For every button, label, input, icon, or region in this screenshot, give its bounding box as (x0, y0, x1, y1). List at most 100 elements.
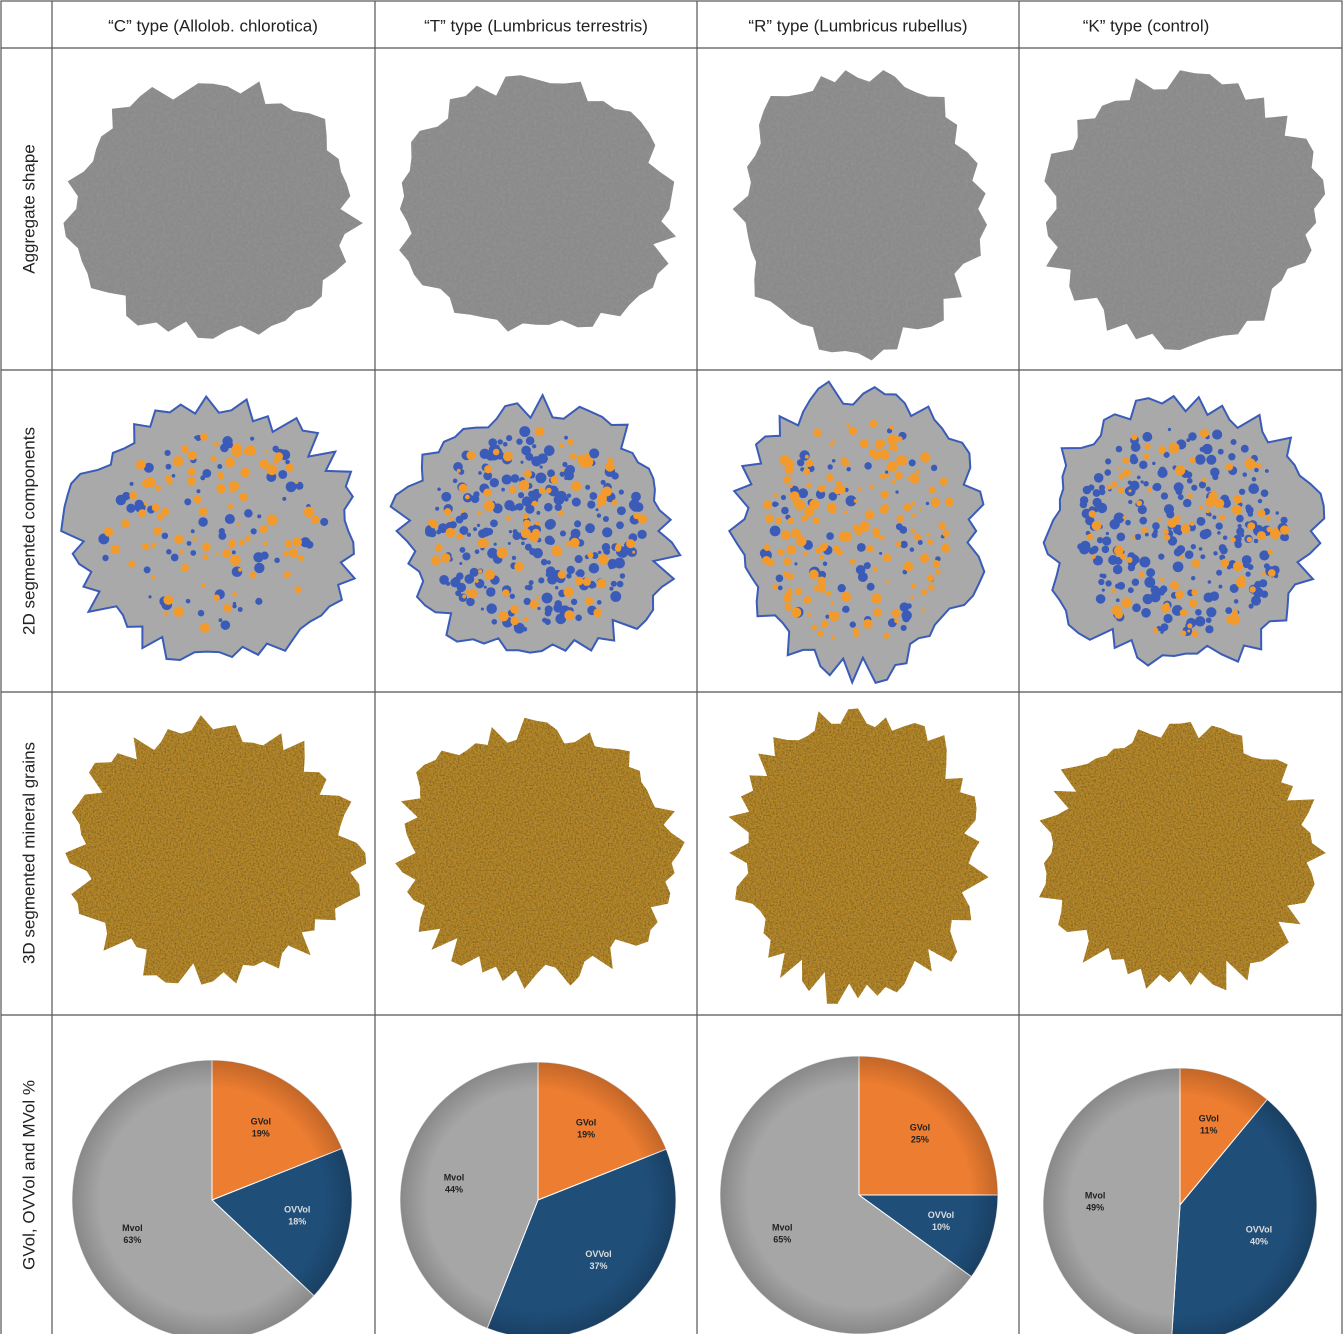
segment-speck (1141, 480, 1144, 483)
grains-image (65, 715, 366, 985)
segmented-image (391, 395, 681, 652)
segment-speck (484, 500, 495, 511)
segment-speck (767, 558, 775, 566)
segment-speck (1160, 631, 1163, 634)
segment-speck (910, 547, 914, 551)
segment-speck (1093, 498, 1102, 507)
segment-speck (575, 577, 584, 586)
segment-speck (131, 495, 136, 500)
segment-speck (525, 505, 534, 514)
segment-speck (1241, 445, 1249, 453)
segment-speck (849, 427, 858, 436)
segment-speck (1268, 550, 1273, 555)
segment-speck (519, 480, 530, 491)
segment-speck (879, 449, 890, 460)
segment-speck (237, 523, 241, 527)
segment-speck (466, 451, 475, 460)
segment-speck (568, 439, 574, 445)
segment-speck (823, 562, 827, 566)
segment-speck (198, 610, 204, 616)
segment-speck (172, 474, 176, 478)
segment-speck (253, 552, 263, 562)
segment-speck (546, 519, 556, 529)
segment-speck (597, 600, 602, 605)
segment-speck (1166, 510, 1174, 518)
segment-speck (817, 630, 824, 637)
segment-speck (813, 429, 821, 437)
slice-label: 49% (1086, 1203, 1104, 1213)
segment-speck (841, 592, 851, 602)
segment-speck (245, 536, 250, 541)
segment-speck (216, 484, 225, 493)
segment-speck (880, 490, 888, 498)
segment-speck (919, 508, 922, 511)
segment-speck (892, 445, 898, 451)
segment-speck (764, 544, 771, 551)
segment-speck (292, 537, 301, 546)
segmented-image (1044, 396, 1325, 665)
segment-speck (171, 554, 179, 562)
segment-speck (485, 570, 495, 580)
segment-speck (778, 549, 785, 556)
segment-speck (478, 471, 482, 475)
segment-speck (431, 556, 441, 566)
segment-speck (1236, 577, 1246, 587)
segment-speck (584, 454, 590, 460)
segment-speck (896, 515, 903, 522)
segment-speck (1109, 519, 1119, 529)
segment-speck (781, 530, 791, 540)
segment-speck (1143, 594, 1153, 604)
segment-speck (841, 457, 848, 464)
aggregate-image (399, 75, 676, 331)
segment-speck (763, 500, 772, 509)
segment-speck (224, 605, 232, 613)
segment-speck (497, 439, 502, 444)
row-label: Aggregate shape (19, 144, 38, 274)
segment-speck (228, 540, 236, 548)
segment-speck (104, 527, 114, 537)
segment-speck (529, 548, 536, 555)
segment-speck (607, 458, 614, 465)
segment-speck (144, 502, 147, 505)
segment-speck (1089, 510, 1096, 517)
segment-speck (537, 453, 547, 463)
segment-speck (282, 497, 286, 501)
segment-speck (908, 476, 913, 481)
segment-speck (547, 560, 551, 564)
slice-name: Mvol (122, 1223, 143, 1233)
segment-speck (589, 448, 599, 458)
segment-speck (1132, 603, 1141, 612)
segment-speck (267, 515, 278, 526)
segment-speck (804, 552, 808, 556)
segment-speck (863, 619, 873, 629)
segment-speck (1113, 565, 1123, 575)
segment-speck (1181, 524, 1191, 534)
segment-speck (1238, 524, 1242, 528)
segment-speck (1200, 429, 1209, 438)
row-label: 2D segmented components (19, 427, 38, 635)
segment-speck (938, 522, 946, 530)
segment-speck (232, 443, 242, 453)
segment-speck (931, 465, 937, 471)
segment-speck (1163, 614, 1172, 623)
segment-speck (102, 555, 108, 561)
segment-speck (1233, 495, 1242, 504)
segment-speck (873, 608, 882, 617)
segment-speck (598, 551, 601, 554)
segment-speck (523, 520, 531, 528)
segment-speck (783, 571, 789, 577)
segment-speck (166, 464, 172, 470)
aggregate-image (64, 81, 363, 338)
segment-speck (1232, 610, 1238, 616)
segment-speck (894, 472, 902, 480)
segment-speck (530, 600, 539, 609)
segment-speck (834, 486, 842, 494)
segment-speck (1195, 454, 1205, 464)
segment-speck (437, 487, 441, 491)
segment-speck (935, 569, 940, 574)
segment-speck (1102, 546, 1110, 554)
segment-speck (883, 554, 891, 562)
segment-speck (926, 533, 930, 537)
segment-speck (1162, 625, 1167, 630)
